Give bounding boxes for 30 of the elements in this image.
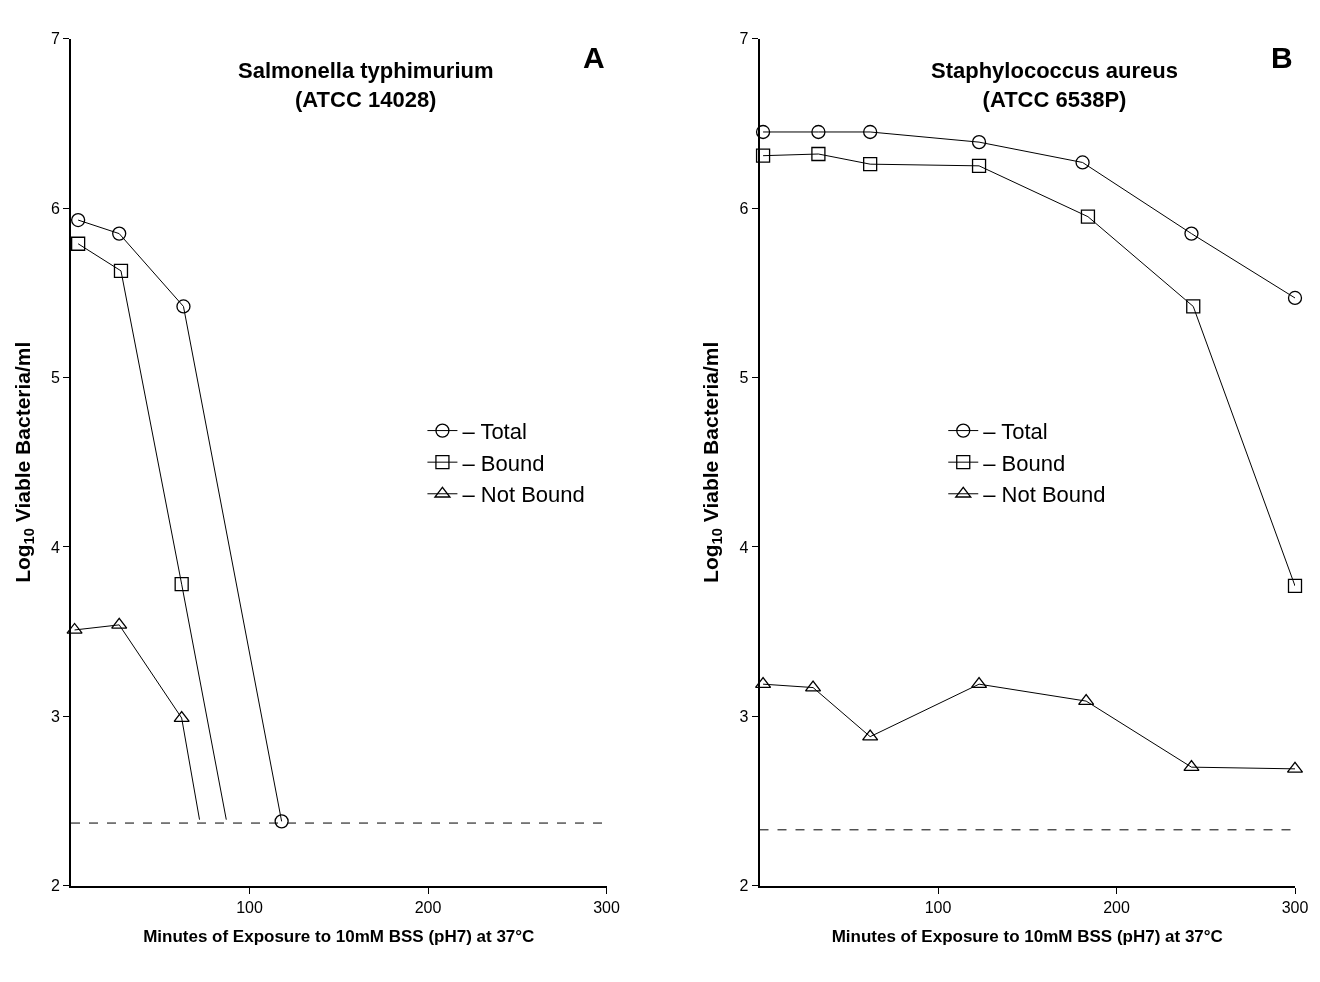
y-tick-label: 4 (739, 538, 749, 556)
y-tick-label: 5 (50, 369, 60, 387)
y-tick-label: 6 (50, 199, 60, 217)
x-tick-label: 300 (593, 898, 620, 916)
y-tick-label: 4 (50, 538, 60, 556)
x-axis-title: Minutes of Exposure to 10mM BSS (pH7) at 37°C (831, 926, 1223, 946)
text: Staphylococcus aureus (ATCC 6538P) (931, 58, 1178, 112)
x-tick-label: 200 (1103, 898, 1130, 916)
y-tick-label: 2 (50, 877, 60, 895)
y-tick-label: 7 (50, 30, 60, 48)
y-tick-label: 5 (739, 369, 749, 387)
legend-label: – Bound (983, 450, 1066, 476)
x-tick-label: 100 (236, 898, 263, 916)
legend-label: – Bound (462, 450, 545, 476)
chart-subtitle: B (1271, 41, 1293, 74)
y-tick-label: 7 (739, 30, 749, 48)
x-tick-label: 100 (924, 898, 952, 916)
legend-label: – Total (983, 419, 1048, 445)
legend-label: – Total (462, 419, 527, 445)
x-tick-label: 300 (1281, 898, 1309, 916)
text: Salmonella typhimurium (ATCC 14028) (238, 58, 494, 112)
x-tick-label: 200 (414, 898, 442, 916)
x-axis-title: Minutes of Exposure to 10mM BSS (pH7) at 37°C (143, 926, 535, 946)
legend-label: – Not Bound (983, 482, 1106, 508)
legend-label: – Not Bound (462, 482, 585, 508)
y-tick-label: 2 (739, 877, 749, 895)
y-tick-label: 3 (50, 707, 60, 725)
y-tick-label: 3 (739, 707, 749, 725)
chart-subtitle: A (583, 41, 605, 74)
y-tick-label: 6 (739, 199, 749, 217)
